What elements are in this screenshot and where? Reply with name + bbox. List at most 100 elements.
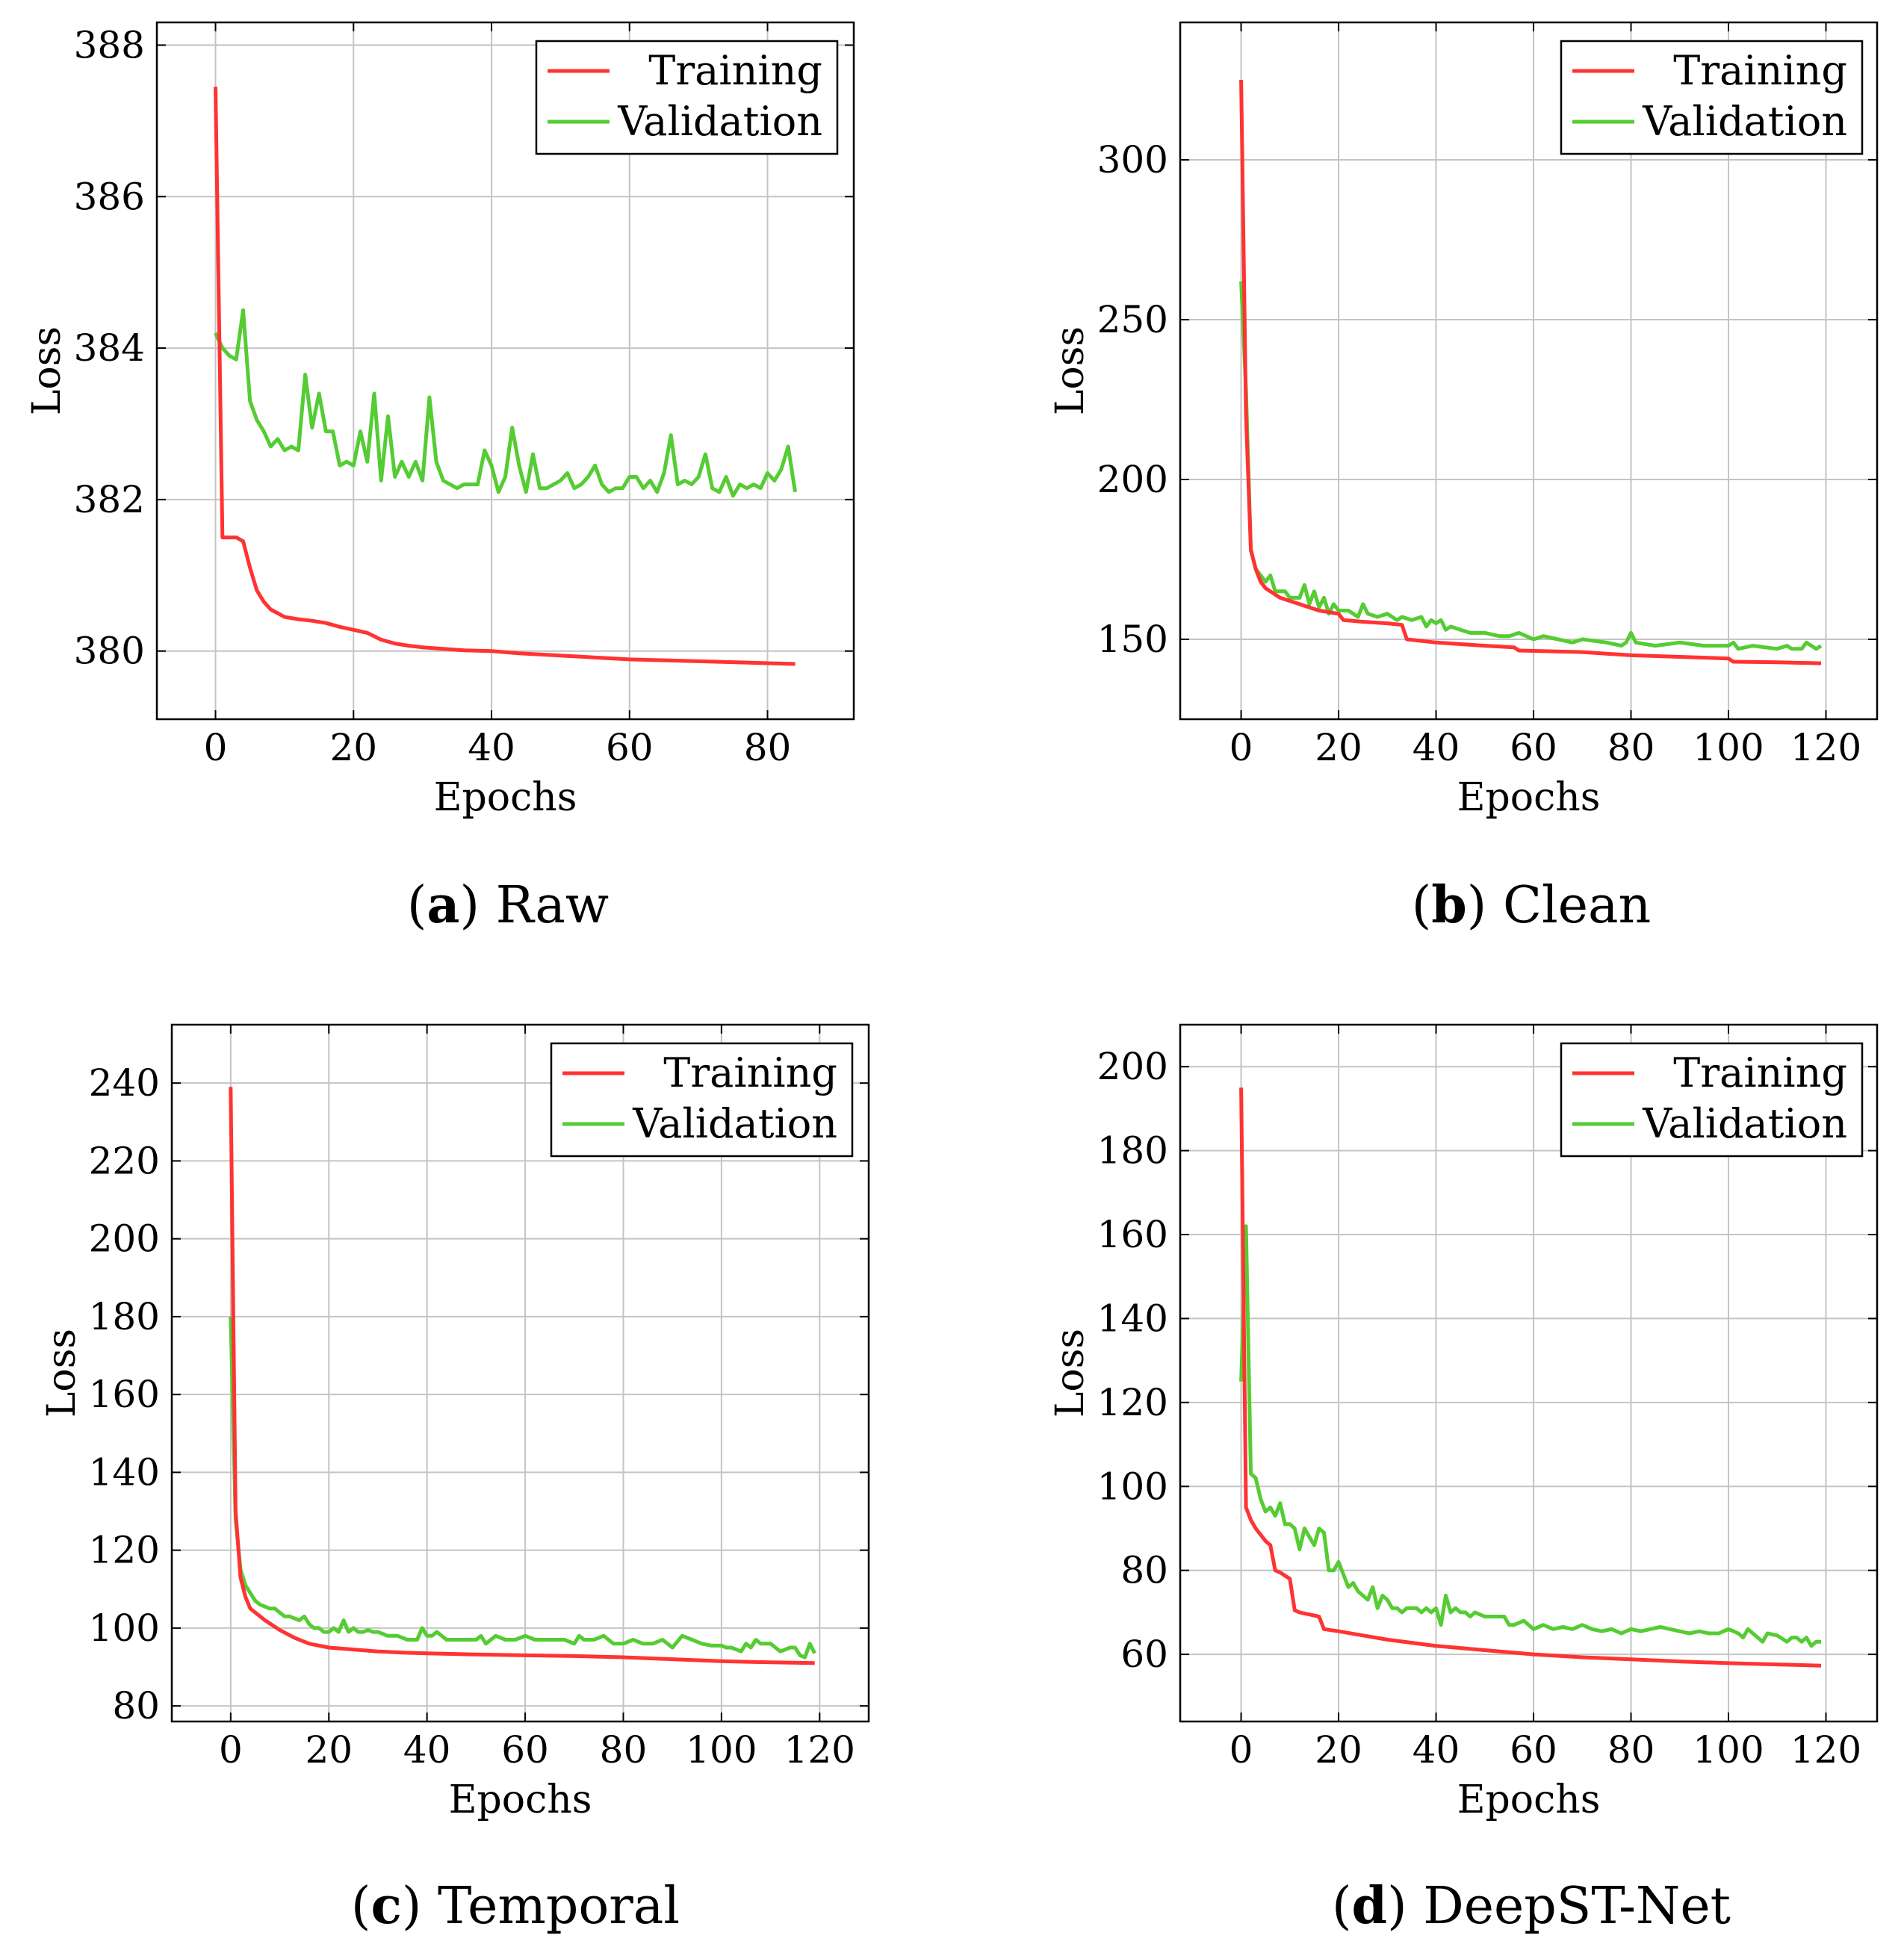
x-tick-label: 40 bbox=[1413, 726, 1460, 769]
legend-box bbox=[1560, 40, 1864, 155]
plot-frame bbox=[1179, 21, 1879, 721]
legend-label-validation: Validation bbox=[632, 1100, 837, 1147]
y-tick-label: 160 bbox=[89, 1373, 160, 1416]
x-tick-label: 100 bbox=[686, 1728, 757, 1772]
y-tick-label: 120 bbox=[89, 1529, 160, 1572]
y-tick-label: 140 bbox=[89, 1450, 160, 1494]
x-tick-label: 100 bbox=[1693, 1728, 1764, 1772]
x-tick-label: 80 bbox=[744, 726, 792, 769]
plot-frame bbox=[170, 1023, 870, 1723]
y-tick-label: 160 bbox=[1097, 1213, 1168, 1256]
y-tick-label: 100 bbox=[89, 1606, 160, 1650]
y-axis-label: Loss bbox=[40, 1329, 84, 1418]
caption-temporal: (c) Temporal bbox=[350, 1876, 680, 1936]
series-line-training bbox=[1239, 1087, 1822, 1668]
x-axis-label: Epochs bbox=[1457, 775, 1601, 820]
y-tick-label: 200 bbox=[1097, 458, 1168, 501]
x-axis-label: Epochs bbox=[449, 1778, 592, 1822]
x-tick-label: 0 bbox=[1229, 1728, 1253, 1772]
x-tick-label: 0 bbox=[219, 1728, 243, 1772]
series-line-validation bbox=[1239, 281, 1823, 651]
caption-label: Temporal bbox=[438, 1877, 680, 1936]
y-tick-label: 250 bbox=[1097, 298, 1168, 341]
x-tick-label: 20 bbox=[329, 726, 377, 769]
plot-frame bbox=[1179, 1023, 1879, 1723]
x-axis-label: Epochs bbox=[1457, 1778, 1601, 1822]
y-tick-label: 180 bbox=[89, 1295, 160, 1338]
x-tick-label: 40 bbox=[403, 1728, 451, 1772]
x-tick-label: 80 bbox=[1607, 1728, 1655, 1772]
caption-letter: c bbox=[370, 1876, 402, 1936]
y-axis-label: Loss bbox=[1048, 326, 1093, 415]
x-tick-label: 120 bbox=[1790, 726, 1861, 769]
legend-label-validation: Validation bbox=[1642, 1100, 1847, 1147]
y-tick-label: 140 bbox=[1097, 1297, 1168, 1340]
legend-label-training: Training bbox=[1673, 1049, 1847, 1096]
legend-label-training: Training bbox=[663, 1049, 837, 1096]
legend-box bbox=[1560, 1042, 1864, 1158]
y-axis-label: Loss bbox=[1048, 1329, 1093, 1418]
x-tick-label: 100 bbox=[1693, 726, 1764, 769]
legend-box bbox=[550, 1042, 854, 1158]
x-tick-label: 40 bbox=[1413, 1728, 1460, 1772]
x-tick-label: 20 bbox=[305, 1728, 353, 1772]
x-tick-label: 120 bbox=[784, 1728, 855, 1772]
legend-label-validation: Validation bbox=[1642, 98, 1847, 145]
caption-clean: (b) Clean bbox=[1411, 875, 1652, 935]
x-tick-label: 60 bbox=[1510, 1728, 1557, 1772]
caption-label: DeepST-Net bbox=[1423, 1877, 1731, 1936]
series-line-training bbox=[214, 87, 796, 666]
y-tick-label: 150 bbox=[1097, 618, 1168, 661]
series-line-validation bbox=[214, 308, 797, 498]
x-tick-label: 80 bbox=[600, 1728, 648, 1772]
x-tick-label: 120 bbox=[1790, 1728, 1861, 1772]
y-tick-label: 388 bbox=[74, 23, 145, 66]
y-tick-label: 382 bbox=[74, 478, 145, 521]
x-tick-label: 20 bbox=[1315, 1728, 1362, 1772]
y-tick-label: 200 bbox=[1097, 1045, 1168, 1088]
chart-raw: 0 20 40 60 80 380 382 384 386 388 Epochs Loss Traini… bbox=[25, 21, 855, 820]
x-tick-label: 0 bbox=[1229, 726, 1253, 769]
x-tick-label: 60 bbox=[1510, 726, 1557, 769]
y-tick-label: 100 bbox=[1097, 1465, 1168, 1508]
caption-letter: a bbox=[427, 875, 460, 935]
y-tick-label: 380 bbox=[74, 630, 145, 673]
legend-label-validation: Validation bbox=[617, 98, 822, 145]
series-line-validation bbox=[1239, 1224, 1821, 1648]
x-axis-label: Epochs bbox=[434, 775, 577, 820]
y-tick-label: 386 bbox=[74, 175, 145, 218]
x-tick-label: 0 bbox=[204, 726, 228, 769]
caption-raw: (a) Raw bbox=[406, 875, 610, 935]
y-tick-label: 80 bbox=[1120, 1549, 1168, 1592]
caption-letter: b bbox=[1431, 875, 1467, 935]
y-tick-label: 200 bbox=[89, 1217, 160, 1261]
caption-label: Raw bbox=[495, 876, 610, 935]
y-tick-label: 300 bbox=[1097, 138, 1168, 181]
y-tick-label: 180 bbox=[1097, 1129, 1168, 1173]
x-tick-label: 60 bbox=[606, 726, 654, 769]
y-tick-label: 60 bbox=[1120, 1633, 1168, 1676]
plot-frame bbox=[155, 21, 855, 721]
caption-label: Clean bbox=[1502, 876, 1652, 935]
y-tick-label: 220 bbox=[89, 1139, 160, 1182]
legend-box bbox=[535, 40, 839, 155]
legend-label-training: Training bbox=[1673, 47, 1847, 94]
series-line-training bbox=[1239, 79, 1822, 665]
x-tick-label: 20 bbox=[1315, 726, 1362, 769]
series-line-validation bbox=[229, 1316, 816, 1660]
chart-deepst-net: 0 20 40 60 80 100 120 60 80 100 120 140 160 180 200 Epo… bbox=[1048, 1023, 1879, 1822]
y-tick-label: 120 bbox=[1097, 1381, 1168, 1424]
caption-letter: d bbox=[1351, 1876, 1388, 1936]
chart-clean: 0 20 40 60 80 100 120 150 200 250 300 Epochs Loss Tra… bbox=[1048, 21, 1879, 820]
caption-deepst-net: (d) DeepST-Net bbox=[1332, 1876, 1731, 1936]
y-axis-label: Loss bbox=[25, 326, 69, 415]
x-tick-label: 60 bbox=[501, 1728, 549, 1772]
series-line-training bbox=[229, 1087, 815, 1665]
y-tick-label: 384 bbox=[74, 326, 145, 370]
x-tick-label: 40 bbox=[468, 726, 515, 769]
chart-temporal: 0 20 40 60 80 100 120 80 100 120 140 160 180 200 220 24… bbox=[40, 1023, 870, 1822]
x-tick-label: 80 bbox=[1607, 726, 1655, 769]
y-tick-label: 80 bbox=[112, 1684, 160, 1727]
y-tick-label: 240 bbox=[89, 1061, 160, 1105]
